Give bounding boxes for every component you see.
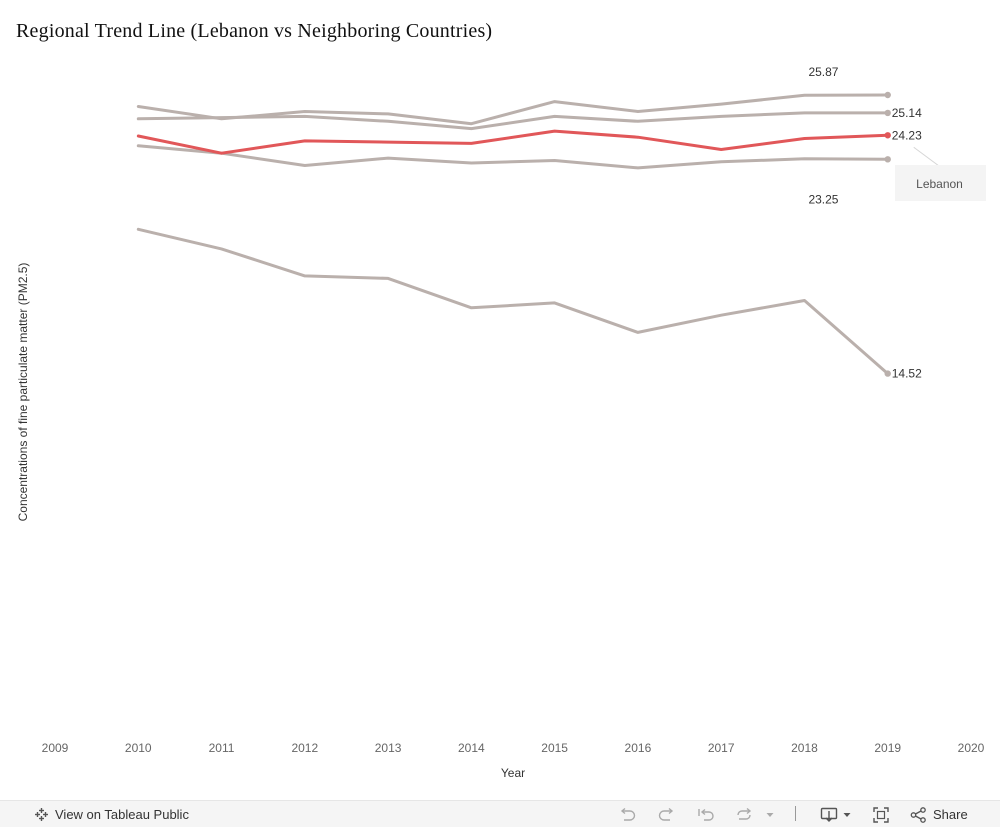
data-label-neighbor-d: 14.52 <box>892 367 922 381</box>
redo-icon <box>657 807 675 823</box>
share-icon <box>910 806 927 823</box>
series-line-neighbor-d[interactable] <box>136 227 890 376</box>
share-label: Share <box>933 807 968 822</box>
series-line-lebanon[interactable] <box>136 129 890 155</box>
line-chart: 2009 2010 2011 2012 2013 2014 2015 2016 2017 2018… <box>42 65 986 755</box>
download-button[interactable] <box>820 801 852 828</box>
x-tick-2018: 2018 <box>791 741 818 755</box>
revert-icon <box>697 807 715 823</box>
x-tick-2020: 2020 <box>958 741 985 755</box>
y-axis-label: Concentrations of fine particulate matte… <box>16 262 30 522</box>
view-on-tableau-label: View on Tableau Public <box>55 807 189 822</box>
end-point-neighbor-a[interactable] <box>884 91 891 99</box>
x-tick-2016: 2016 <box>625 741 652 755</box>
chart-title: Regional Trend Line (Lebanon vs Neighbor… <box>16 20 493 42</box>
toolbar-divider <box>795 806 796 821</box>
chevron-down-icon <box>765 810 775 820</box>
x-tick-2010: 2010 <box>125 741 152 755</box>
x-tick-2019: 2019 <box>874 741 901 755</box>
refresh-button[interactable] <box>735 801 753 828</box>
x-tick-2012: 2012 <box>291 741 318 755</box>
chevron-down-icon <box>842 810 852 820</box>
fullscreen-button[interactable] <box>872 801 890 828</box>
x-tick-2009: 2009 <box>42 741 69 755</box>
end-point-neighbor-c[interactable] <box>884 156 891 163</box>
fullscreen-icon <box>872 806 890 824</box>
undo-icon <box>619 807 637 823</box>
x-tick-2015: 2015 <box>541 741 568 755</box>
x-tick-2013: 2013 <box>375 741 402 755</box>
data-label-lebanon: 24.23 <box>892 128 922 142</box>
end-point-neighbor-b[interactable] <box>884 109 891 117</box>
undo-button[interactable] <box>619 801 637 828</box>
tableau-toolbar: View on Tableau Public <box>0 800 1000 827</box>
x-tick-2017: 2017 <box>708 741 735 755</box>
refresh-icon <box>735 807 753 823</box>
annotation-leader-line <box>913 146 940 167</box>
refresh-dropdown[interactable] <box>765 801 775 828</box>
series-line-neighbor-c[interactable] <box>136 144 890 170</box>
data-label-neighbor-c: 23.25 <box>808 192 838 206</box>
data-label-neighbor-b: 25.14 <box>892 106 922 120</box>
x-tick-2014: 2014 <box>458 741 485 755</box>
tableau-logo-icon <box>34 807 49 822</box>
data-label-neighbor-a: 25.87 <box>808 65 838 79</box>
x-axis-label: Year <box>500 766 526 780</box>
annotation-text: Lebanon <box>916 177 963 191</box>
series-line-neighbor-b[interactable] <box>136 111 890 131</box>
end-point-neighbor-d[interactable] <box>884 370 891 377</box>
redo-button[interactable] <box>657 801 675 828</box>
annotation-box <box>895 165 986 201</box>
revert-button[interactable] <box>697 801 715 828</box>
share-button[interactable]: Share <box>910 801 968 828</box>
download-icon <box>820 807 840 823</box>
series-line-neighbor-a[interactable] <box>136 93 890 126</box>
end-point-lebanon[interactable] <box>884 132 891 139</box>
x-tick-2011: 2011 <box>209 741 235 755</box>
view-on-tableau-button[interactable]: View on Tableau Public <box>34 801 189 828</box>
